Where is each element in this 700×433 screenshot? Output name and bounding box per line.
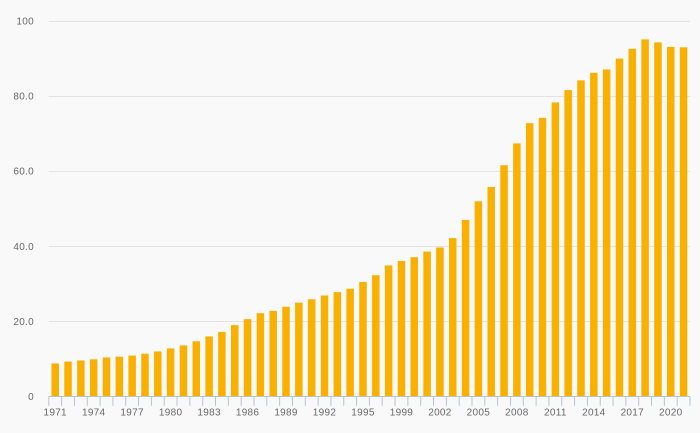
svg-text:2005: 2005 [467, 408, 491, 419]
svg-text:1995: 1995 [351, 408, 375, 419]
svg-text:2017: 2017 [621, 408, 645, 419]
svg-text:1971: 1971 [43, 408, 67, 419]
svg-text:1986: 1986 [236, 408, 260, 419]
svg-text:100: 100 [16, 17, 34, 28]
svg-text:20.0: 20.0 [13, 317, 34, 328]
svg-text:1977: 1977 [120, 408, 144, 419]
svg-text:2014: 2014 [582, 408, 606, 419]
svg-text:1992: 1992 [313, 408, 337, 419]
svg-text:2020: 2020 [659, 408, 683, 419]
svg-text:1989: 1989 [274, 408, 298, 419]
svg-text:80.0: 80.0 [13, 92, 34, 103]
svg-text:2011: 2011 [544, 408, 567, 419]
svg-text:0: 0 [28, 392, 34, 403]
svg-text:1999: 1999 [390, 408, 414, 419]
svg-text:2008: 2008 [505, 408, 529, 419]
svg-text:2002: 2002 [428, 408, 452, 419]
svg-text:1980: 1980 [159, 408, 183, 419]
svg-text:60.0: 60.0 [13, 167, 34, 178]
svg-text:1983: 1983 [197, 408, 221, 419]
svg-text:40.0: 40.0 [13, 242, 34, 253]
svg-text:1974: 1974 [82, 408, 106, 419]
